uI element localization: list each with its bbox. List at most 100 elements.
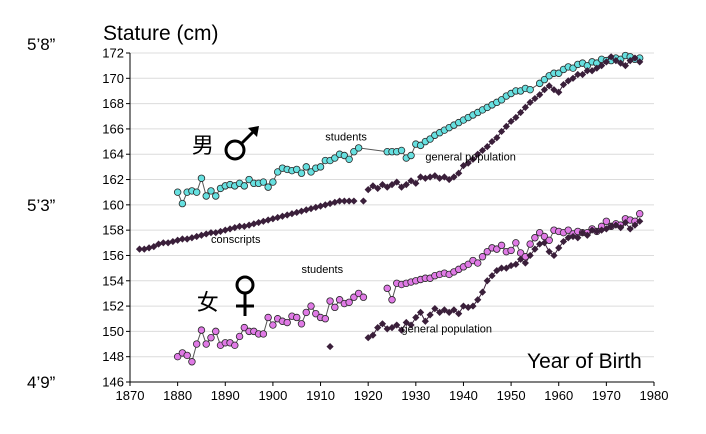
data-point: [316, 163, 325, 171]
male-symbol-icon: [224, 126, 259, 161]
data-point: [302, 308, 310, 317]
data-point: [383, 284, 391, 293]
data-point: [283, 318, 291, 327]
data-point: [421, 317, 429, 325]
y-tick-label: 172: [102, 46, 124, 61]
data-point: [302, 163, 310, 171]
y-tick-label: 160: [102, 197, 124, 212]
data-point: [526, 85, 534, 94]
data-point: [183, 351, 191, 360]
imperial-height-label: 4’9”: [27, 373, 56, 392]
data-point: [483, 247, 491, 256]
data-point: [588, 67, 596, 75]
data-point: [531, 94, 539, 103]
data-point: [488, 137, 496, 146]
data-point: [207, 229, 215, 237]
data-point: [526, 98, 534, 106]
data-point: [269, 178, 277, 186]
x-tick-label: 1940: [449, 388, 478, 403]
data-point: [602, 225, 610, 233]
data-point: [393, 178, 401, 186]
data-point: [478, 146, 487, 155]
data-point: [326, 297, 334, 305]
data-point: [512, 260, 520, 268]
data-point: [307, 168, 315, 176]
data-point: [631, 221, 639, 229]
data-point: [531, 245, 539, 253]
x-tick-label: 1960: [544, 388, 573, 403]
data-point: [326, 199, 334, 208]
data-point: [297, 320, 306, 328]
data-point: [564, 77, 572, 85]
y-tick-label: 146: [102, 375, 124, 390]
data-point: [493, 134, 501, 142]
series-annotation: general population: [402, 324, 493, 336]
data-point: [293, 313, 301, 322]
data-point: [507, 117, 515, 125]
data-point: [316, 202, 325, 210]
data-point: [578, 70, 587, 79]
data-point: [531, 234, 539, 242]
data-point: [626, 225, 634, 233]
y-tick-label: 154: [102, 273, 124, 288]
data-point: [450, 173, 458, 181]
series-annotation: students: [325, 131, 367, 143]
data-point: [207, 187, 215, 195]
data-point: [540, 86, 549, 94]
series-annotation: students: [301, 264, 343, 276]
data-point: [569, 74, 577, 82]
y-tick-label: 152: [102, 299, 124, 314]
data-point: [426, 135, 434, 143]
data-point: [555, 244, 563, 252]
data-point: [335, 296, 344, 304]
data-point: [331, 303, 339, 312]
data-point: [612, 56, 620, 65]
data-point: [397, 183, 406, 191]
data-point: [445, 175, 453, 184]
data-point: [617, 59, 625, 67]
data-point: [507, 261, 515, 270]
data-point: [593, 64, 601, 72]
data-point: [526, 240, 534, 248]
data-point: [173, 188, 182, 196]
data-point: [416, 141, 425, 150]
data-point: [617, 224, 625, 232]
data-point: [264, 183, 272, 191]
data-point: [197, 174, 206, 182]
data-point: [474, 259, 482, 267]
data-point: [469, 302, 477, 310]
data-point: [550, 251, 558, 260]
data-point: [431, 305, 439, 313]
data-point: [545, 82, 553, 90]
data-point: [602, 58, 610, 66]
data-point: [559, 81, 568, 89]
data-point: [555, 88, 563, 96]
y-tick-label: 166: [102, 121, 124, 136]
data-point: [297, 169, 306, 177]
data-point: [464, 303, 472, 311]
data-point: [436, 174, 444, 182]
data-point: [259, 330, 268, 338]
data-point: [535, 228, 544, 237]
data-point: [240, 323, 249, 332]
data-point: [393, 321, 401, 329]
data-point: [159, 239, 167, 247]
data-point: [269, 321, 277, 329]
data-point: [521, 259, 529, 267]
data-point: [464, 260, 472, 269]
data-point: [583, 231, 591, 239]
data-point: [483, 277, 491, 285]
data-point: [440, 173, 448, 181]
data-point: [293, 208, 301, 217]
data-point: [350, 293, 358, 301]
data-point: [478, 288, 487, 296]
data-point: [407, 151, 415, 160]
data-point: [578, 229, 587, 237]
data-point: [259, 178, 268, 186]
data-point: [497, 96, 506, 104]
data-point: [431, 172, 439, 180]
series-line: [367, 56, 641, 191]
data-point: [483, 143, 491, 151]
data-point: [502, 264, 510, 272]
axes: [129, 53, 654, 383]
